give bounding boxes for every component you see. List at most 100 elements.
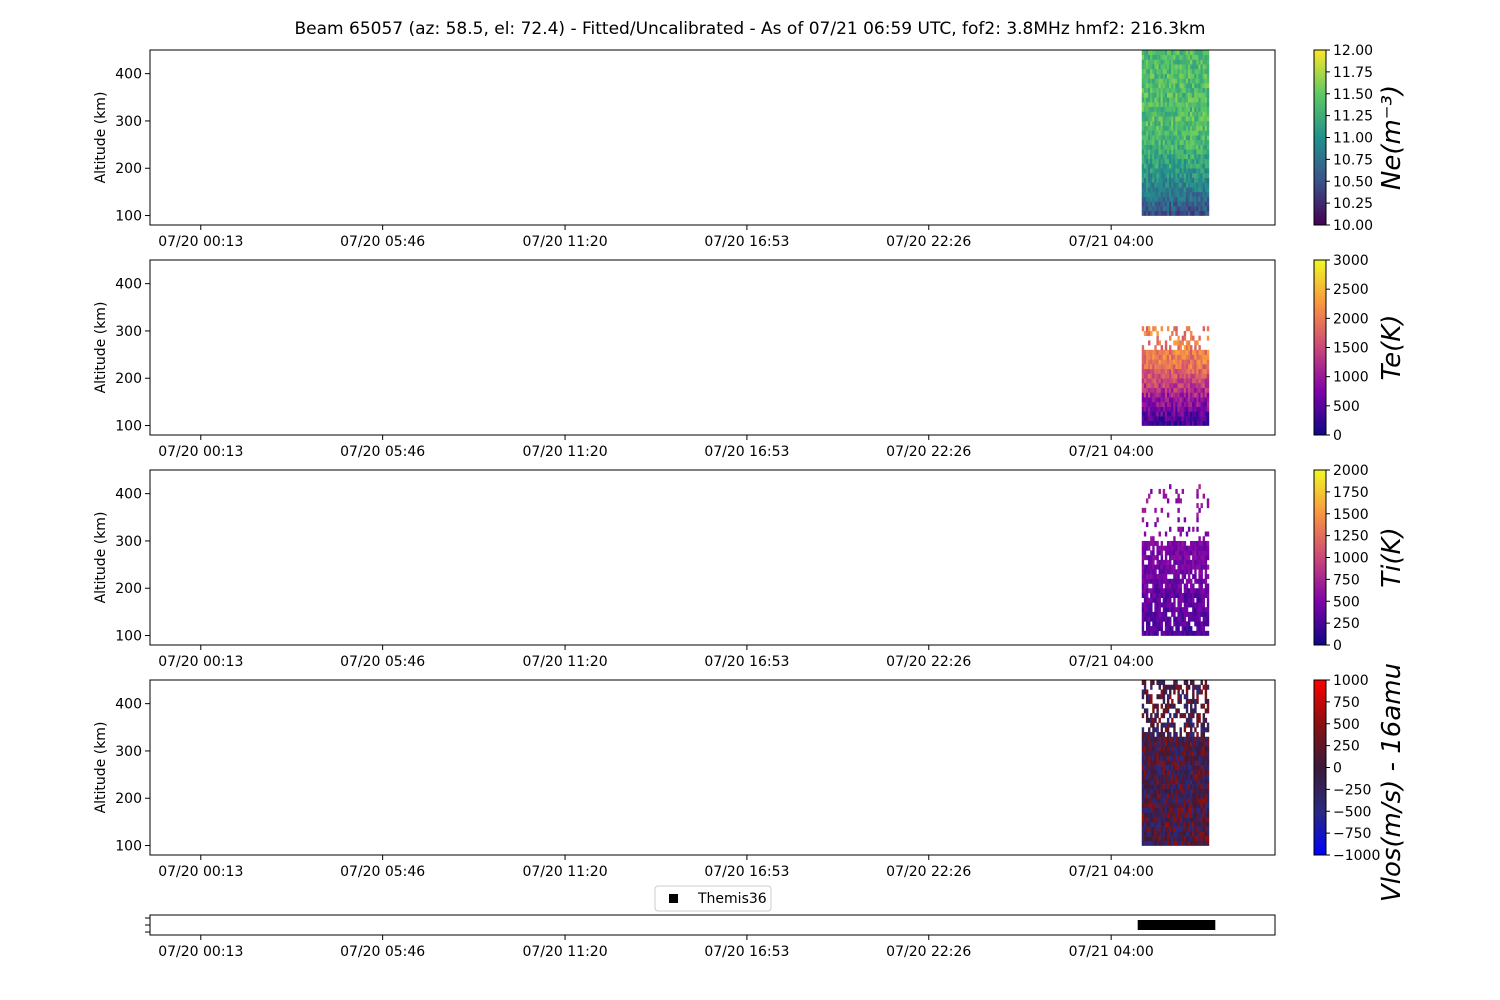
panel-2-heatmap-cell (1166, 401, 1170, 407)
panel-4-heatmap-cell (1164, 788, 1168, 794)
panel-4-heatmap-cell (1156, 703, 1159, 709)
panel-1-heatmap-cell (1150, 97, 1153, 103)
panel-3-heatmap-cell (1164, 597, 1168, 603)
panel-1-heatmap-cell (1183, 102, 1187, 108)
panel-1-heatmap-cell (1204, 158, 1208, 164)
panel-1-heatmap-cell (1152, 158, 1155, 164)
panel-3-heatmap-cell (1179, 630, 1182, 636)
panel-1-heatmap-cell (1196, 73, 1199, 79)
panel-4-heatmap-cell (1196, 807, 1199, 813)
panel-4-heatmap-cell (1162, 784, 1166, 790)
panel-2-heatmap-cell (1177, 382, 1180, 388)
panel-4-heatmap-cell (1190, 736, 1193, 742)
panel-2-heatmap-cell (1190, 373, 1193, 379)
panel-1-heatmap-cell (1190, 102, 1193, 108)
panel-4-heatmap-cell (1190, 703, 1193, 709)
panel-2-heatmap-cell (1152, 406, 1155, 412)
panel-3-heatmap-cell (1198, 621, 1201, 627)
panel-3-heatmap-cell (1200, 555, 1203, 561)
panel-3-heatmap-cell (1173, 545, 1176, 551)
panel-3-heatmap-cell (1160, 569, 1164, 575)
panel-1-heatmap-cell (1206, 163, 1210, 169)
panel-1-heatmap-cell (1148, 210, 1151, 216)
panel-2-heatmap-cell (1171, 364, 1174, 370)
panel-4-heatmap-cell (1158, 755, 1161, 761)
panel-1-heatmap-cell (1190, 50, 1193, 56)
panel-1-heatmap-cell (1145, 106, 1149, 112)
panel-2-heatmap-cell (1156, 335, 1159, 341)
panel-4-heatmap-cell (1164, 703, 1168, 709)
panel-4-frame (149, 679, 1276, 856)
panel-2-heatmap-cell (1166, 406, 1170, 412)
panel-3-heatmap-cell (1160, 507, 1164, 513)
panel-4-heatmap-cell (1196, 722, 1199, 728)
panel-2-heatmap-cell (1173, 368, 1176, 374)
panel-1-heatmap-cell (1196, 102, 1199, 108)
panel-4-heatmap-cell (1192, 755, 1195, 761)
panel-3-heatmap-cell (1198, 569, 1201, 575)
panel-2-heatmap-cell (1187, 345, 1191, 351)
panel-4-heatmap-cell (1156, 760, 1159, 766)
panel-4-heatmap-cell (1148, 831, 1151, 837)
panel-1-heatmap-cell (1162, 177, 1166, 183)
panel-1-heatmap-cell (1164, 83, 1168, 89)
panel-1-frame (149, 49, 1276, 226)
panel-3-heatmap-cell (1166, 616, 1170, 622)
panel-2-heatmap-cell (1198, 401, 1201, 407)
panel-4-heatmap-cell (1164, 793, 1168, 799)
panel-1-heatmap-cell (1202, 102, 1206, 108)
panel-3-heatmap-cell (1175, 569, 1178, 575)
panel-2-heatmap-cell (1145, 349, 1149, 355)
panel-1-heatmap-cell (1141, 168, 1145, 174)
panel-4-heatmap-cell (1145, 694, 1149, 700)
panel-1-heatmap-cell (1150, 149, 1153, 155)
panel-3-heatmap-cell (1206, 588, 1210, 594)
panel-4-heatmap-cell (1154, 769, 1157, 775)
panel-1-heatmap-cell (1162, 144, 1166, 150)
panel-1-heatmap-cell (1171, 92, 1174, 98)
panel-4-heatmap-cell (1194, 788, 1197, 794)
panel-2-heatmap-cell (1143, 411, 1147, 417)
panel-3-heatmap-cell (1169, 555, 1172, 561)
panel-1-heatmap-cell (1152, 210, 1155, 216)
panel-3-heatmap-cell (1196, 517, 1199, 523)
panel-2-heatmap-cell (1202, 406, 1206, 412)
panel-3-heatmap-cell (1198, 583, 1201, 589)
panel-3-heatmap-cell (1179, 616, 1182, 622)
panel-2-heatmap-cell (1206, 411, 1210, 417)
panel-2-heatmap-cell (1187, 364, 1191, 370)
panel-2-heatmap-cell (1192, 401, 1195, 407)
panel-1-heatmap-cell (1200, 111, 1203, 117)
panel-4-heatmap-cell (1202, 684, 1206, 690)
panel-1-heatmap-cell (1196, 50, 1199, 56)
panel-3-heatmap-cell (1162, 493, 1166, 499)
panel-1-heatmap-cell (1162, 87, 1166, 93)
panel-1-heatmap-cell (1154, 201, 1157, 207)
panel-1-heatmap-cell (1158, 172, 1161, 178)
panel-2-heatmap-cell (1198, 420, 1201, 426)
panel-3-heatmap-cell (1179, 531, 1182, 537)
panel-2-heatmap-cell (1164, 387, 1168, 393)
panel-2-heatmap-cell (1145, 392, 1149, 398)
panel-1-heatmap-cell (1179, 106, 1182, 112)
panel-2-heatmap-cell (1143, 397, 1147, 403)
panel-4-heatmap-cell (1206, 760, 1210, 766)
panel-3-heatmap-cell (1154, 569, 1157, 575)
panel-4-heatmap-cell (1148, 774, 1151, 780)
panel-4-heatmap-cell (1154, 817, 1157, 823)
panel-1-heatmap-cell (1166, 125, 1170, 131)
panel-3-heatmap-cell (1156, 564, 1159, 570)
panel-1-heatmap-cell (1143, 144, 1147, 150)
panel-3-heatmap-cell (1150, 559, 1153, 565)
panel-4-colorbar-tick-label: −750 (1333, 826, 1371, 842)
panel-3-heatmap-cell (1183, 626, 1187, 632)
panel-3-heatmap-cell (1152, 592, 1155, 598)
panel-1-heatmap-cell (1160, 187, 1164, 193)
panel-4-heatmap-cell (1148, 736, 1151, 742)
panel-3-heatmap-cell (1143, 616, 1147, 622)
panel-4-heatmap-cell (1185, 821, 1189, 827)
panel-3-heatmap-cell (1152, 569, 1155, 575)
panel-3-heatmap-cell (1169, 626, 1172, 632)
panel-4-heatmap-cell (1141, 765, 1145, 771)
panel-3-heatmap-cell (1152, 583, 1155, 589)
